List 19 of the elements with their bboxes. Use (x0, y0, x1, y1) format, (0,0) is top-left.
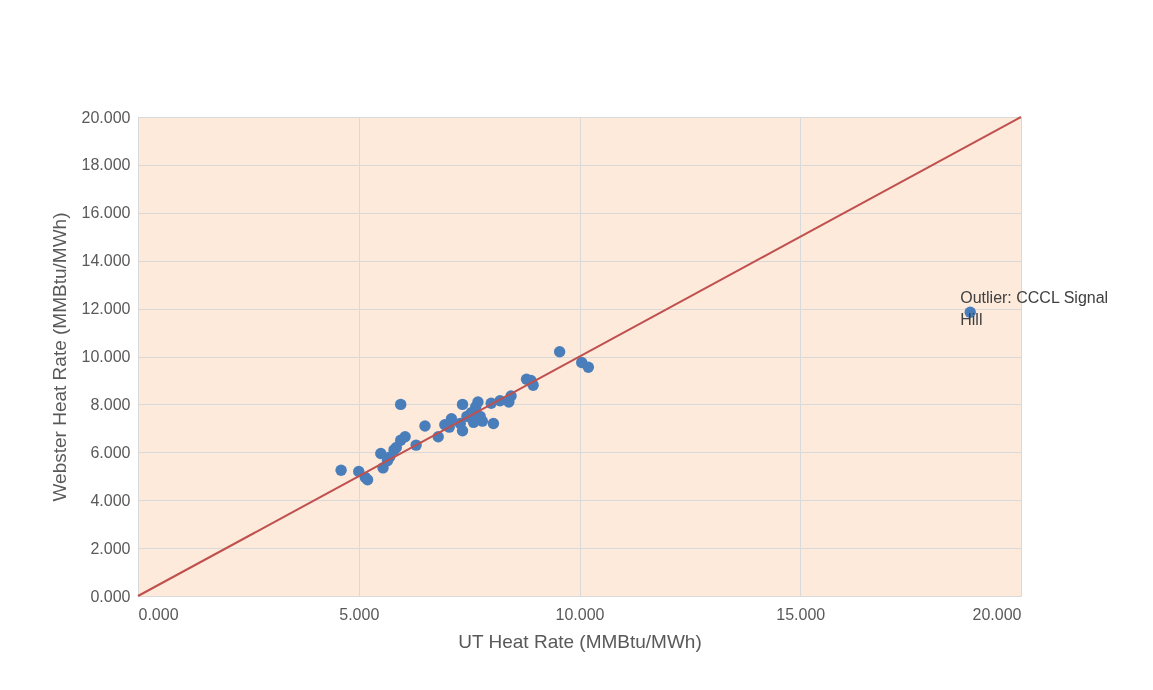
y-tick-label: 18.000 (81, 156, 131, 174)
y-tick-label: 8.000 (90, 395, 131, 413)
y-tick-label: 16.000 (81, 204, 131, 222)
y-tick-label: 2.000 (90, 539, 131, 557)
y-tick-label: 4.000 (90, 491, 131, 509)
annotation: Outlier: CCCL Signal Hill (960, 289, 1109, 329)
x-tick-label: 20.000 (972, 605, 1022, 623)
y-tick-label: 12.000 (81, 300, 131, 318)
x-tick-label: 10.000 (555, 605, 605, 623)
y-tick-label: 20.000 (81, 108, 131, 126)
x-tick-label: 0.000 (138, 605, 179, 623)
y-tick-label: 0.000 (90, 587, 131, 605)
x-axis-title: UT Heat Rate (MMBtu/MWh) (458, 630, 702, 652)
x-tick-label: 5.000 (339, 605, 380, 623)
y-axis-title: Webster Heat Rate (MMBtu/MWh) (48, 212, 70, 502)
y-tick-label: 10.000 (81, 348, 131, 365)
y-tick-label: 6.000 (90, 443, 131, 461)
x-tick-label: 15.000 (776, 605, 826, 623)
y-tick-label: 14.000 (81, 252, 131, 270)
